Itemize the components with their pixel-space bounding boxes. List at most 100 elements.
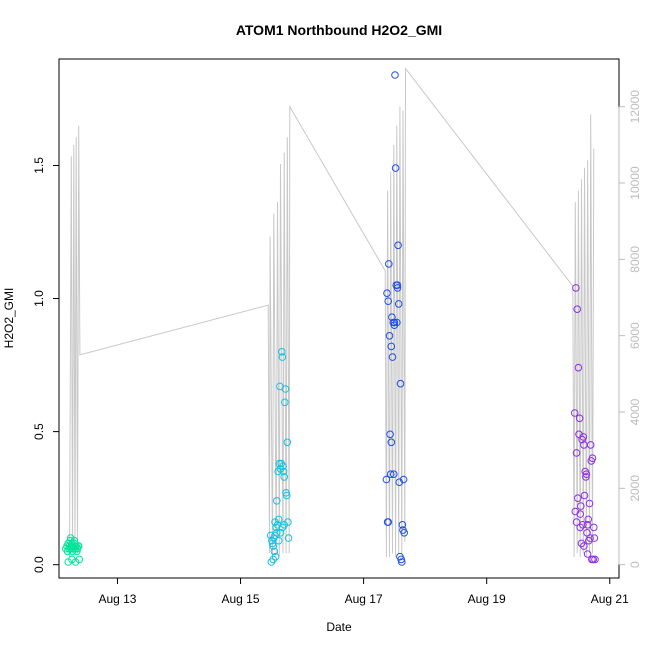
data-point [570, 409, 579, 417]
y2-tick-label: 8000 [628, 246, 642, 273]
data-point [280, 473, 289, 481]
altitude-line-layer [69, 67, 595, 558]
data-point [269, 555, 278, 564]
data-point [583, 550, 592, 558]
data-point [575, 414, 584, 423]
data-point [578, 521, 587, 529]
data-point [586, 441, 595, 449]
data-point [390, 318, 399, 327]
data-point [280, 521, 289, 529]
data-point [386, 470, 395, 479]
chart-title: ATOM1 Northbound H2O2_GMI [236, 22, 442, 38]
data-point [273, 497, 281, 505]
data-point [74, 542, 83, 550]
y2-tick-label: 10000 [628, 166, 642, 200]
data-point [576, 523, 585, 532]
data-point [399, 475, 408, 484]
data-point [281, 385, 290, 393]
data-point [588, 454, 597, 463]
data-point [580, 542, 588, 550]
y2-tick-label: 6000 [628, 322, 642, 349]
data-point [591, 555, 599, 564]
y2-tick-label: 0 [628, 561, 642, 568]
x-tick-label: Aug 13 [98, 592, 136, 606]
data-point [70, 536, 79, 545]
data-point [572, 449, 581, 457]
x-tick-label: Aug 17 [345, 592, 383, 606]
data-point [273, 529, 281, 537]
y2-tick-label: 2000 [628, 475, 642, 502]
data-point [584, 515, 593, 524]
data-point [585, 499, 594, 508]
data-point [573, 305, 582, 314]
data-point [385, 260, 393, 268]
data-point [385, 332, 394, 340]
data-point [282, 491, 291, 500]
data-point [590, 534, 599, 542]
data-point [390, 470, 398, 479]
data-point [281, 398, 289, 407]
y-axis-left: 0.0 0.5 1.0 1.5 [32, 157, 60, 573]
data-point [393, 284, 402, 292]
data-point [279, 467, 288, 476]
data-point [572, 518, 581, 526]
secondary-series-line [69, 67, 595, 558]
data-point [394, 241, 402, 250]
data-point [284, 534, 293, 542]
data-point [278, 353, 287, 361]
data-point [391, 164, 400, 172]
data-point [582, 473, 590, 481]
x-axis-label: Date [326, 620, 352, 634]
y2-tick-label: 4000 [628, 398, 642, 425]
data-point [382, 475, 391, 484]
data-point [391, 71, 399, 79]
data-point [579, 433, 588, 441]
data-points-layer [62, 71, 599, 566]
data-point [398, 521, 407, 529]
data-point [274, 467, 282, 476]
data-point [577, 539, 586, 548]
data-point [396, 379, 405, 388]
x-tick-label: Aug 21 [591, 592, 629, 606]
x-tick-label: Aug 19 [468, 592, 506, 606]
y-axis-right: 0 2000 4000 6000 8000 10000 12000 [618, 90, 642, 568]
y-axis-label: H2O2_GMI [2, 288, 16, 349]
plot-frame [58, 58, 620, 579]
y-tick-label: 1.0 [32, 290, 46, 307]
x-axis: Aug 13 Aug 15 Aug 17 Aug 19 Aug 21 [98, 577, 629, 606]
data-point [580, 491, 589, 500]
y2-tick-label: 12000 [628, 90, 642, 124]
data-point [586, 534, 594, 542]
data-point [393, 318, 401, 327]
data-point [574, 363, 583, 372]
data-point [572, 284, 580, 292]
data-point [274, 515, 283, 524]
data-point [583, 521, 592, 529]
data-point [390, 321, 399, 330]
data-point [269, 542, 278, 550]
data-point [276, 529, 285, 537]
data-point [383, 289, 391, 298]
y-tick-label: 0.5 [32, 423, 46, 440]
data-point [400, 529, 409, 537]
data-point [270, 547, 279, 556]
data-point [388, 353, 397, 361]
data-point [576, 510, 585, 518]
data-point [384, 297, 393, 306]
data-point [574, 494, 582, 503]
data-point [279, 462, 287, 471]
data-point [386, 430, 394, 439]
y-tick-label: 0.0 [32, 556, 46, 573]
data-point [582, 470, 591, 479]
data-point [577, 502, 585, 510]
y-tick-label: 1.5 [32, 157, 46, 174]
data-point [384, 518, 393, 526]
data-point [394, 300, 403, 308]
x-tick-label: Aug 15 [222, 592, 260, 606]
data-point [398, 558, 406, 566]
data-point [393, 281, 402, 290]
data-point [283, 438, 292, 447]
data-point [278, 348, 286, 356]
data-point [75, 555, 84, 564]
